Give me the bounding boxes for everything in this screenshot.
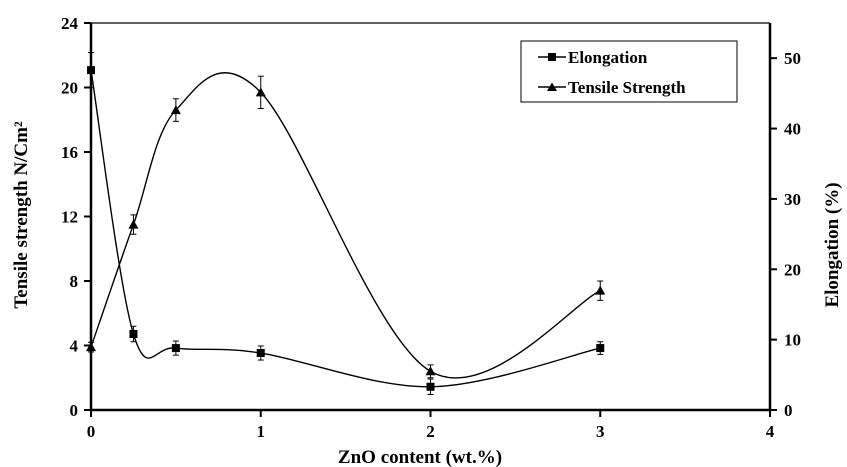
x-tick-label: 0: [87, 422, 96, 441]
x-tick-label: 4: [766, 422, 775, 441]
data-point: [596, 344, 605, 353]
legend-label-elongation: Elongation: [568, 48, 648, 67]
x-axis-title: ZnO content (wt.%): [338, 447, 502, 467]
legend-box: [520, 40, 738, 103]
data-point: [86, 342, 96, 352]
data-point: [128, 219, 139, 229]
right-y-axis-title: Elongation (%): [822, 182, 843, 307]
series-line-elongation: [90, 70, 601, 388]
x-axis-ticks: 0 1 2 3 4: [87, 410, 775, 441]
left-y-tick-label: 8: [70, 272, 79, 291]
right-y-tick-label: 0: [784, 401, 793, 420]
x-tick-label: 3: [596, 422, 605, 441]
x-tick-label: 1: [257, 422, 266, 441]
data-point: [426, 382, 435, 391]
legend: Elongation Tensile Strength: [520, 40, 738, 103]
right-y-tick-label: 50: [784, 49, 801, 68]
left-y-tick-label: 4: [70, 337, 79, 356]
data-point: [425, 366, 436, 376]
data-point: [171, 344, 180, 353]
right-y-tick-label: 40: [784, 120, 801, 139]
left-y-axis-ticks: 0 4 8 12 16 20 24: [61, 14, 91, 420]
left-y-tick-label: 16: [61, 143, 78, 162]
series-layer: [86, 52, 606, 396]
left-y-tick-label: 12: [61, 208, 78, 227]
x-tick-label: 2: [426, 422, 435, 441]
legend-marker-tensile: [547, 82, 557, 91]
left-y-tick-label: 24: [61, 14, 79, 33]
legend-marker-elongation: [548, 53, 556, 61]
data-point: [256, 349, 265, 358]
right-y-tick-label: 30: [784, 190, 801, 209]
right-y-axis-ticks: 0 10 20 30 40 50: [770, 49, 801, 420]
series-line-tensile-strength: [90, 71, 601, 379]
data-point: [87, 66, 95, 75]
data-point: [255, 87, 266, 97]
series-elongation: [87, 52, 605, 396]
legend-label-tensile: Tensile Strength: [568, 78, 686, 97]
left-y-tick-label: 0: [70, 401, 79, 420]
left-y-tick-label: 20: [61, 79, 78, 98]
series-tensile-strength: [86, 71, 606, 379]
data-point: [170, 105, 181, 115]
right-y-tick-label: 20: [784, 260, 801, 279]
left-y-axis-title: Tensile strength N/Cm²: [11, 121, 32, 309]
data-point: [595, 285, 606, 295]
right-y-tick-label: 10: [784, 331, 801, 350]
data-point: [129, 330, 138, 339]
